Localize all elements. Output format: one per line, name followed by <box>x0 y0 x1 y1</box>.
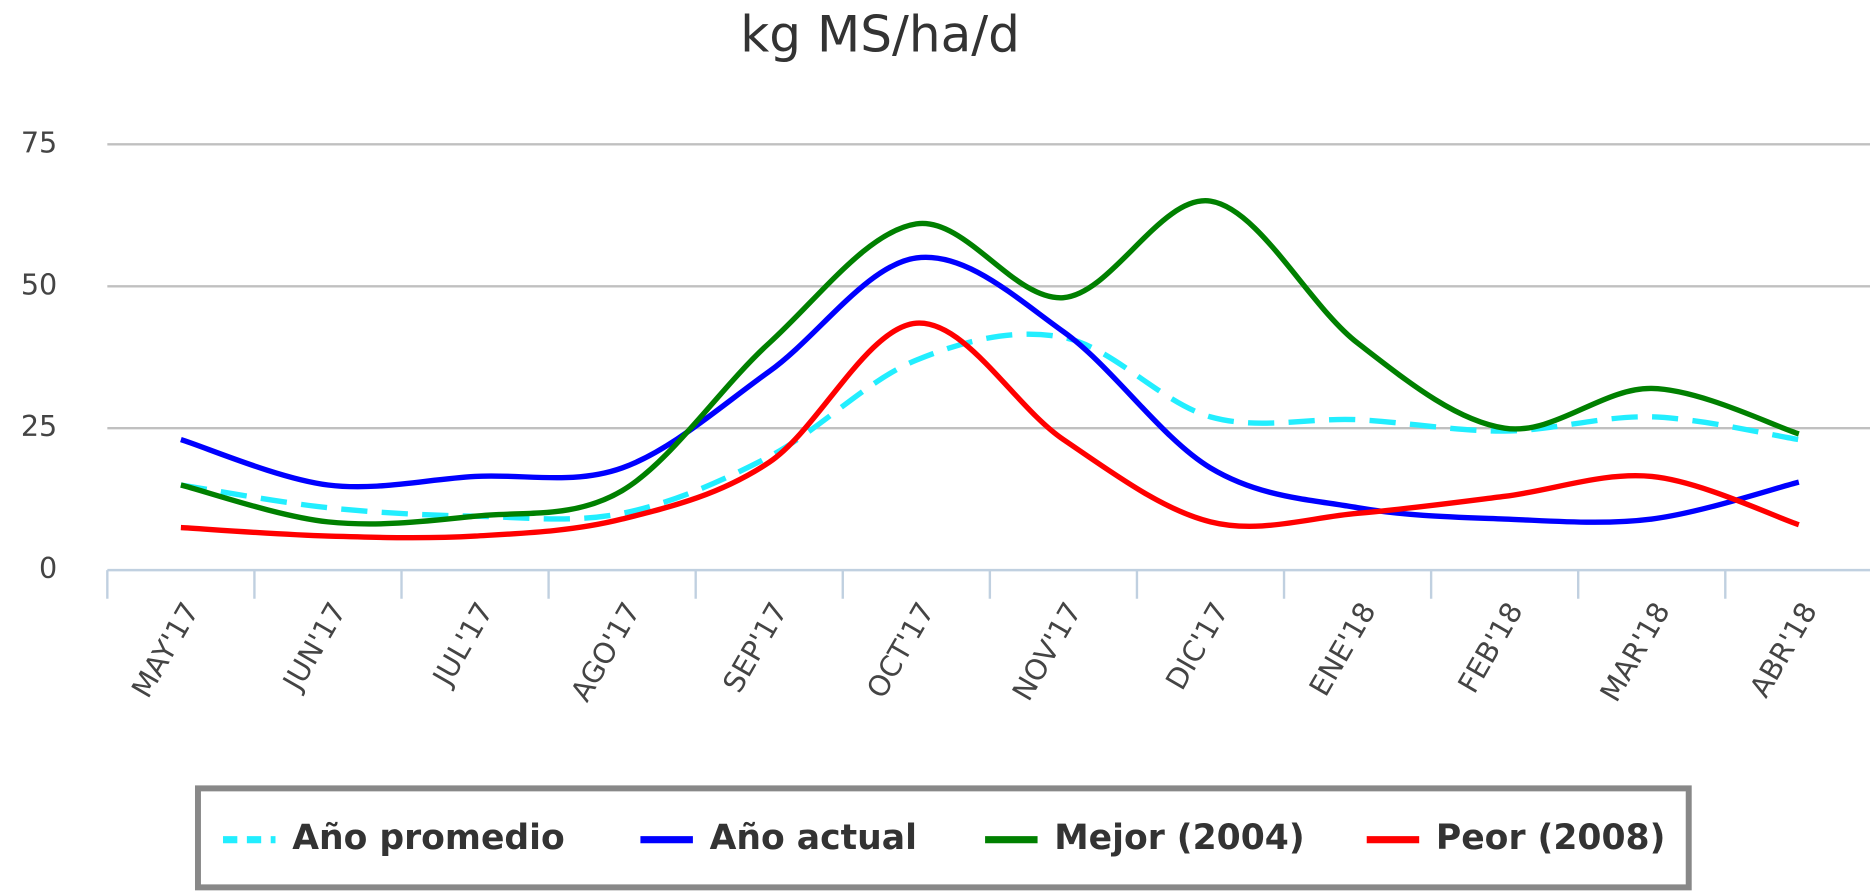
series-line <box>180 254 1800 525</box>
legend-label: Peor (2008) <box>1436 818 1666 858</box>
legend-label: Año actual <box>710 818 917 858</box>
y-tick-label: 25 <box>21 409 57 443</box>
y-tick-label: 0 <box>39 551 57 585</box>
series-line <box>180 320 1800 541</box>
x-tick-label: MAR'18 <box>1593 596 1677 707</box>
y-tick-label: 50 <box>21 267 57 301</box>
x-tick-label: MAY'17 <box>124 596 205 703</box>
x-tick-label: AGO'17 <box>564 596 647 707</box>
series-line <box>180 331 1800 522</box>
series-line <box>180 198 1800 527</box>
legend-box <box>194 785 1692 891</box>
x-tick-label: NOV'17 <box>1005 596 1088 706</box>
y-tick-label: 75 <box>21 125 57 159</box>
x-tick-label: JUL'17 <box>425 596 500 692</box>
chart-title: kg MS/ha/d <box>740 6 1020 64</box>
legend-label: Mejor (2004) <box>1054 818 1304 858</box>
x-tick-label: FEB'18 <box>1451 596 1530 698</box>
x-tick-label: SEP'17 <box>716 596 794 698</box>
x-tick-label: DIC'17 <box>1159 596 1236 695</box>
x-tick-label: JUN'17 <box>275 596 353 697</box>
legend-label: Año promedio <box>292 818 565 858</box>
x-tick-label: ABR'18 <box>1743 596 1824 703</box>
x-tick-label: ENE'18 <box>1302 596 1382 701</box>
x-tick-label: OCT'17 <box>860 596 942 703</box>
